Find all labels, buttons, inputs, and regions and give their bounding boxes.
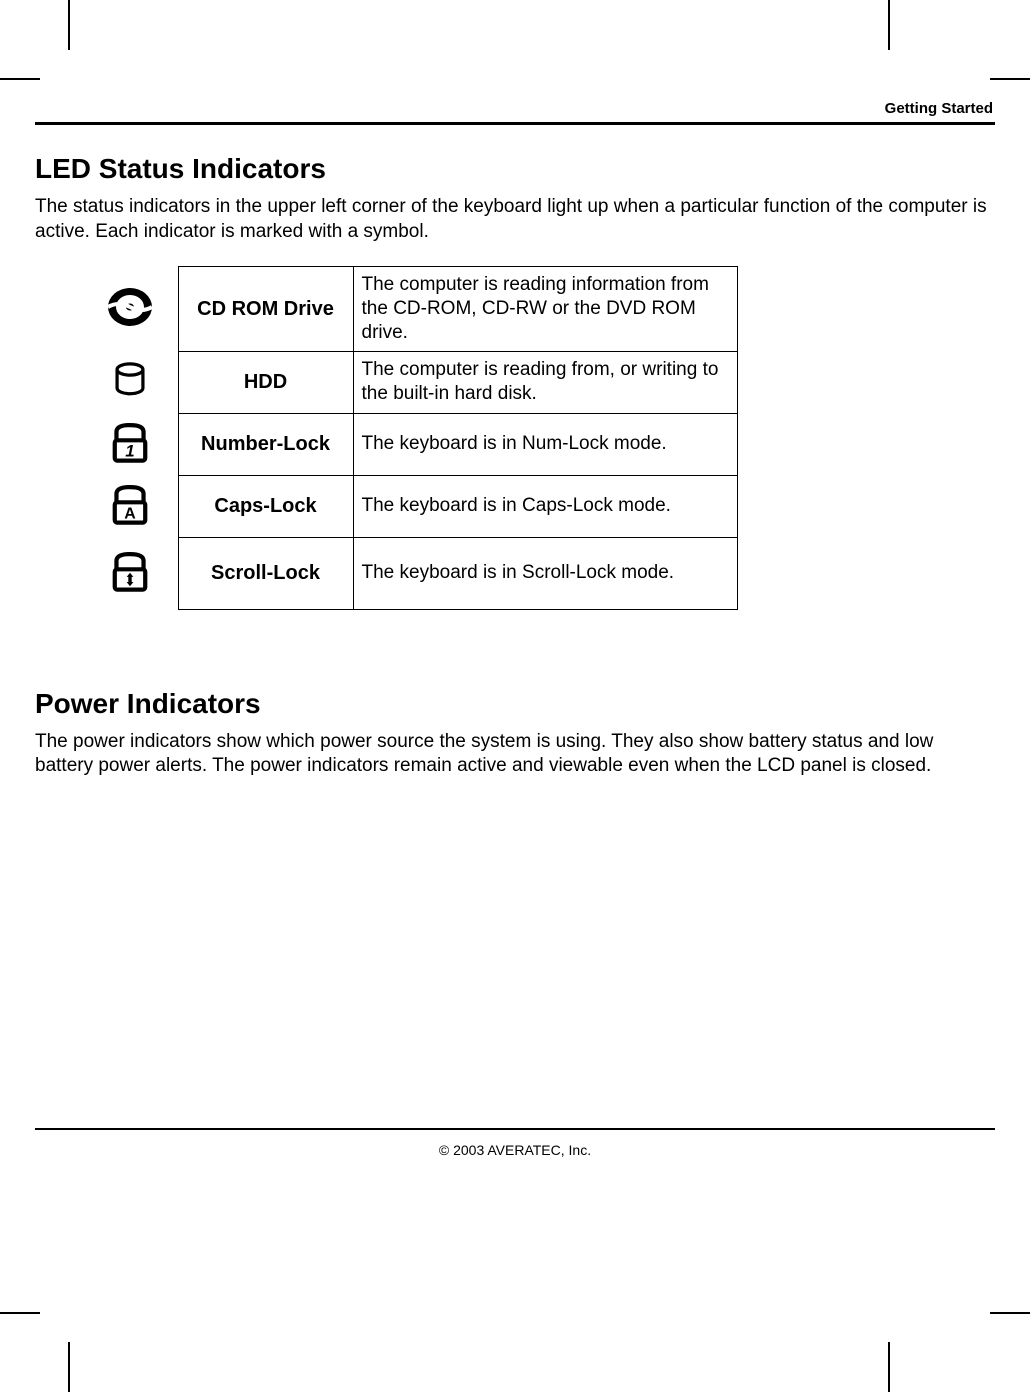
crop-mark xyxy=(888,0,890,50)
indicator-name: Caps-Lock xyxy=(178,475,353,537)
crop-mark xyxy=(68,0,70,50)
indicator-desc: The computer is reading information from… xyxy=(353,267,738,351)
crop-mark xyxy=(990,1312,1030,1314)
power-intro: The power indicators show which power so… xyxy=(35,730,995,779)
indicator-desc: The keyboard is in Scroll-Lock mode. xyxy=(353,537,738,609)
indicator-name: CD ROM Drive xyxy=(178,267,353,351)
indicator-name: HDD xyxy=(178,351,353,413)
footer-copyright: © 2003 AVERATEC, Inc. xyxy=(0,1142,1030,1158)
indicator-name: Number-Lock xyxy=(178,413,353,475)
table-row: Scroll-Lock The keyboard is in Scroll-Lo… xyxy=(83,537,738,609)
cdrom-icon xyxy=(83,267,178,351)
indicator-name: Scroll-Lock xyxy=(178,537,353,609)
crop-mark xyxy=(990,78,1030,80)
hdd-icon xyxy=(83,351,178,413)
header-section-label: Getting Started xyxy=(35,100,995,117)
table-row: 1 Number-Lock The keyboard is in Num-Loc… xyxy=(83,413,738,475)
svg-text:1: 1 xyxy=(126,441,135,460)
footer-rule xyxy=(35,1128,995,1130)
indicator-desc: The keyboard is in Caps-Lock mode. xyxy=(353,475,738,537)
table-row: HDD The computer is reading from, or wri… xyxy=(83,351,738,413)
crop-mark xyxy=(68,1342,70,1392)
crop-mark xyxy=(0,78,40,80)
header-rule xyxy=(35,122,995,125)
capslock-icon: A xyxy=(83,475,178,537)
led-heading: LED Status Indicators xyxy=(35,153,995,185)
svg-text:A: A xyxy=(124,504,136,522)
crop-mark xyxy=(0,1312,40,1314)
table-row: A Caps-Lock The keyboard is in Caps-Lock… xyxy=(83,475,738,537)
table-row: CD ROM Drive The computer is reading inf… xyxy=(83,267,738,351)
indicator-desc: The computer is reading from, or writing… xyxy=(353,351,738,413)
scrolllock-icon xyxy=(83,537,178,609)
spacer xyxy=(35,610,995,688)
power-heading: Power Indicators xyxy=(35,688,995,720)
led-indicator-table: CD ROM Drive The computer is reading inf… xyxy=(83,266,738,609)
numlock-icon: 1 xyxy=(83,413,178,475)
page-content: Getting Started LED Status Indicators Th… xyxy=(35,100,995,801)
indicator-desc: The keyboard is in Num-Lock mode. xyxy=(353,413,738,475)
led-intro: The status indicators in the upper left … xyxy=(35,195,995,244)
crop-mark xyxy=(888,1342,890,1392)
